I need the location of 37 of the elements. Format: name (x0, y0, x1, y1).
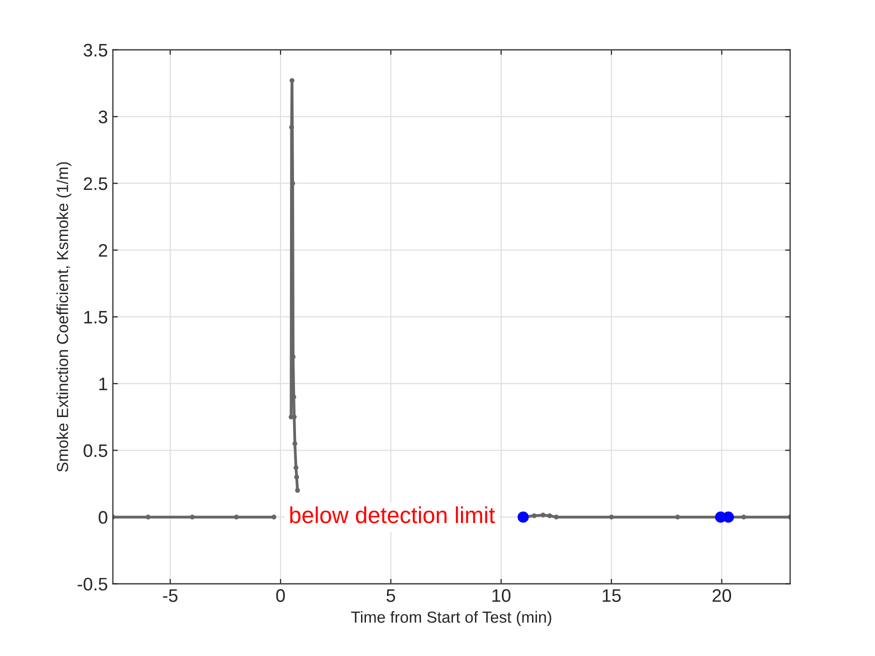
point (295, 488, 300, 493)
y-tick-label: 1.5 (84, 310, 108, 324)
point (532, 513, 537, 518)
point (554, 514, 559, 520)
point (292, 441, 298, 446)
x-axis-title: Time from Start of Test (min) (351, 611, 552, 626)
y-axis-title: Smoke Extinction Coefficient, Ksmoke (1/m) (56, 162, 72, 472)
point (294, 465, 298, 470)
annotation: below detection limit (290, 506, 495, 524)
point (547, 513, 552, 518)
x-tick-label: 10 (492, 589, 510, 602)
y-tick-label: 0.5 (84, 444, 108, 458)
y-tick-label: 3.5 (84, 44, 108, 57)
point (741, 514, 746, 520)
x-tick-label: 5 (386, 589, 396, 602)
x-tick-label: 15 (602, 589, 621, 602)
point (290, 78, 294, 83)
point (290, 180, 296, 186)
y-tick-label: 0 (98, 511, 108, 524)
y-tick-label: 2.5 (84, 177, 108, 190)
point (675, 514, 680, 520)
x-tick-label: -5 (163, 589, 178, 602)
x-tick-label: 0 (276, 589, 285, 602)
y-tick-label: 2 (98, 244, 108, 257)
point (540, 512, 546, 518)
y-tick-label: 3 (98, 110, 108, 124)
point (518, 511, 529, 523)
y-tick-label: -0.5 (78, 578, 108, 591)
x-tick-label: 20 (712, 589, 732, 602)
point (234, 514, 239, 520)
point (271, 514, 276, 520)
point (609, 514, 614, 520)
point (289, 124, 294, 130)
point (146, 514, 151, 520)
point (294, 474, 300, 480)
point (190, 514, 195, 520)
y-tick-label: 1 (99, 378, 108, 390)
